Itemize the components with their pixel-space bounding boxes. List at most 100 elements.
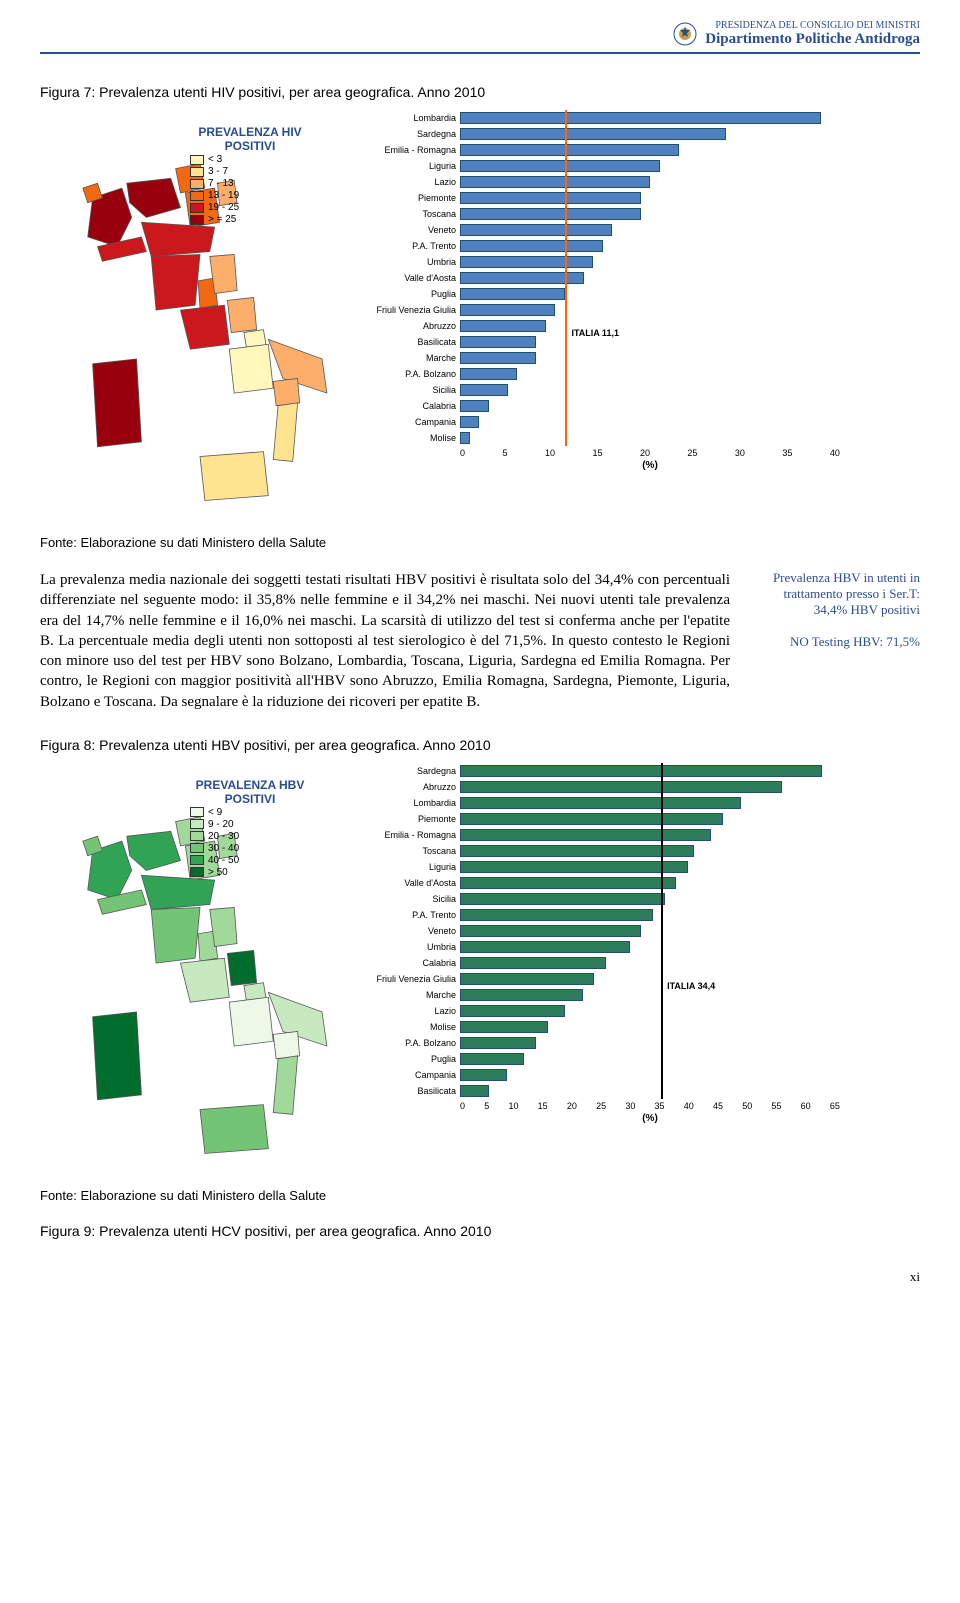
region-lombardia (127, 178, 181, 217)
x-tick: 50 (742, 1101, 752, 1111)
bar-row: Liguria (370, 859, 920, 875)
x-tick: 45 (713, 1101, 723, 1111)
bar-row: Molise (370, 1019, 920, 1035)
x-tick: 25 (687, 448, 697, 458)
bar (460, 893, 665, 905)
bar (460, 1053, 524, 1065)
region-lombardia (127, 831, 181, 870)
bar (460, 288, 565, 300)
bar-row: Lombardia (370, 110, 920, 126)
bar-row: Veneto (370, 923, 920, 939)
x-tick: 30 (625, 1101, 635, 1111)
bar-label: Sardegna (370, 766, 460, 776)
legend-item: 20 - 30 (190, 831, 310, 842)
bar-row: Piemonte (370, 811, 920, 827)
region-toscana (151, 254, 200, 310)
legend-label: > 50 (208, 867, 228, 878)
bar-label: Piemonte (370, 193, 460, 203)
x-tick: 15 (592, 448, 602, 458)
legend-item: 13 - 19 (190, 190, 310, 201)
region-basilicata (273, 378, 299, 405)
x-tick: 10 (545, 448, 555, 458)
region-abruzzo (227, 297, 256, 332)
bar (460, 861, 688, 873)
legend-swatch (190, 203, 204, 213)
bar (460, 989, 583, 1001)
legend-swatch (190, 819, 204, 829)
bar-row: Umbria (370, 254, 920, 270)
region-marche (210, 907, 237, 946)
legend-label: 13 - 19 (208, 190, 239, 201)
bar-row: Puglia (370, 1051, 920, 1067)
bar (460, 256, 593, 268)
bar (460, 320, 546, 332)
bar-label: Emilia - Romagna (370, 145, 460, 155)
bar-row: Valle d'Aosta (370, 875, 920, 891)
bar (460, 208, 641, 220)
bar-label: Friuli Venezia Giulia (370, 974, 460, 984)
bar-row: Lazio (370, 174, 920, 190)
legend-item: 9 - 20 (190, 819, 310, 830)
x-tick: 40 (830, 448, 840, 458)
bar-label: Lombardia (370, 798, 460, 808)
legend-swatch (190, 215, 204, 225)
bar (460, 829, 711, 841)
figure7-block: PREVALENZA HIV POSITIVI < 33 - 77 - 1313… (40, 110, 920, 520)
bar-label: Molise (370, 1022, 460, 1032)
bar (460, 112, 821, 124)
legend-swatch (190, 867, 204, 877)
figure7-legend-title: PREVALENZA HIV POSITIVI (190, 125, 310, 153)
x-tick: 10 (508, 1101, 518, 1111)
bar-row: Emilia - Romagna (370, 142, 920, 158)
region-calabria (273, 1056, 297, 1115)
bar-row: Sardegna (370, 126, 920, 142)
bar (460, 1021, 548, 1033)
bar-label: Emilia - Romagna (370, 830, 460, 840)
bar-row: P.A. Bolzano (370, 1035, 920, 1051)
bar (460, 941, 630, 953)
bar-label: Liguria (370, 161, 460, 171)
bar (460, 144, 679, 156)
page-header: PRESIDENZA DEL CONSIGLIO DEI MINISTRI Di… (40, 20, 920, 54)
bar-row: P.A. Bolzano (370, 366, 920, 382)
region-emilia-romagna (141, 875, 214, 909)
avg-text: ITALIA 11,1 (571, 328, 619, 338)
bar (460, 352, 536, 364)
bar (460, 176, 650, 188)
region-calabria (273, 403, 297, 462)
bar-row: Campania (370, 1067, 920, 1083)
legend-swatch (190, 179, 204, 189)
bar (460, 432, 470, 444)
bar-row: Friuli Venezia Giulia (370, 302, 920, 318)
avg-vline (661, 763, 663, 1099)
bar-row: Sicilia (370, 891, 920, 907)
region-campania (229, 997, 273, 1046)
bar-row: Calabria (370, 955, 920, 971)
bar-label: Piemonte (370, 814, 460, 824)
body-row: La prevalenza media nazionale dei sogget… (40, 570, 920, 712)
body-paragraph: La prevalenza media nazionale dei sogget… (40, 570, 730, 712)
bar-row: Marche (370, 350, 920, 366)
legend-item: 3 - 7 (190, 166, 310, 177)
bar-label: Campania (370, 417, 460, 427)
bar-label: Umbria (370, 942, 460, 952)
bar-row: Veneto (370, 222, 920, 238)
x-axis-label: (%) (370, 460, 840, 471)
x-tick: 5 (484, 1101, 489, 1111)
side-note2: NO Testing HBV: 71,5% (750, 634, 920, 650)
figure8-source: Fonte: Elaborazione su dati Ministero de… (40, 1188, 920, 1203)
legend-label: 20 - 30 (208, 831, 239, 842)
legend-label: < 9 (208, 807, 222, 818)
region-emilia-romagna (141, 222, 214, 256)
legend-item: > 50 (190, 867, 310, 878)
bar-row: Abruzzo (370, 779, 920, 795)
bar-row: Basilicata (370, 334, 920, 350)
bar (460, 128, 726, 140)
bar (460, 877, 676, 889)
legend-swatch (190, 831, 204, 841)
legend-item: > = 25 (190, 214, 310, 225)
x-ticks: 0510152025303540 (370, 448, 840, 458)
region-lazio (180, 305, 229, 349)
bar-label: P.A. Trento (370, 910, 460, 920)
bar-label: Sicilia (370, 894, 460, 904)
